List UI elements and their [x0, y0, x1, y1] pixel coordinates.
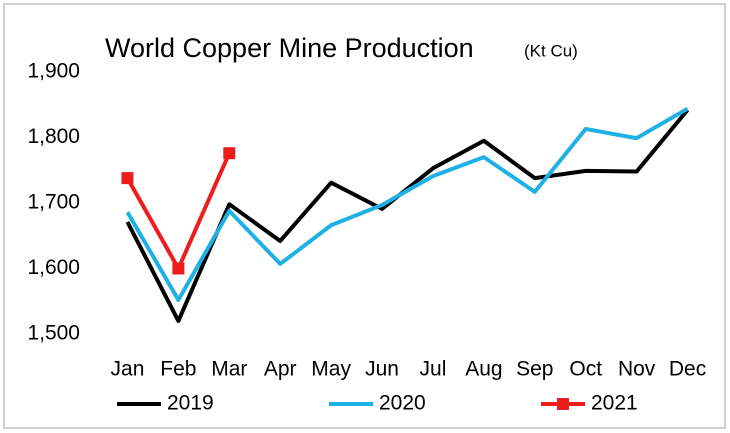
x-tick-label: Jun	[365, 358, 399, 381]
y-tick-label: 1,500	[27, 322, 80, 345]
x-tick-label: Jan	[111, 358, 145, 381]
legend-label: 2020	[379, 392, 426, 415]
series-marker	[121, 172, 134, 185]
series-marker	[172, 262, 185, 275]
x-tick-label: May	[311, 358, 351, 381]
legend-label: 2019	[167, 392, 214, 415]
legend-label: 2021	[591, 392, 638, 415]
series-marker	[223, 147, 236, 160]
chart-title: World Copper Mine Production	[105, 33, 474, 63]
x-tick-label: Jul	[420, 358, 447, 381]
x-tick-label: Sep	[516, 358, 553, 381]
x-tick-label: Nov	[618, 358, 656, 381]
series-line	[125, 106, 689, 302]
x-tick-label: Apr	[264, 358, 297, 381]
y-tick-label: 1,600	[27, 256, 80, 279]
chart-border	[3, 3, 726, 429]
x-tick-label: Oct	[569, 358, 602, 381]
x-tick-label: Feb	[160, 358, 196, 381]
y-tick-label: 1,800	[27, 125, 80, 148]
chart-subtitle: (Kt Cu)	[524, 41, 578, 60]
y-tick-label: 1,900	[27, 60, 80, 83]
x-tick-label: Mar	[211, 358, 247, 381]
legend-marker	[557, 398, 569, 410]
x-tick-label: Aug	[465, 358, 502, 381]
y-tick-label: 1,700	[27, 191, 80, 214]
x-tick-label: Dec	[669, 358, 706, 381]
